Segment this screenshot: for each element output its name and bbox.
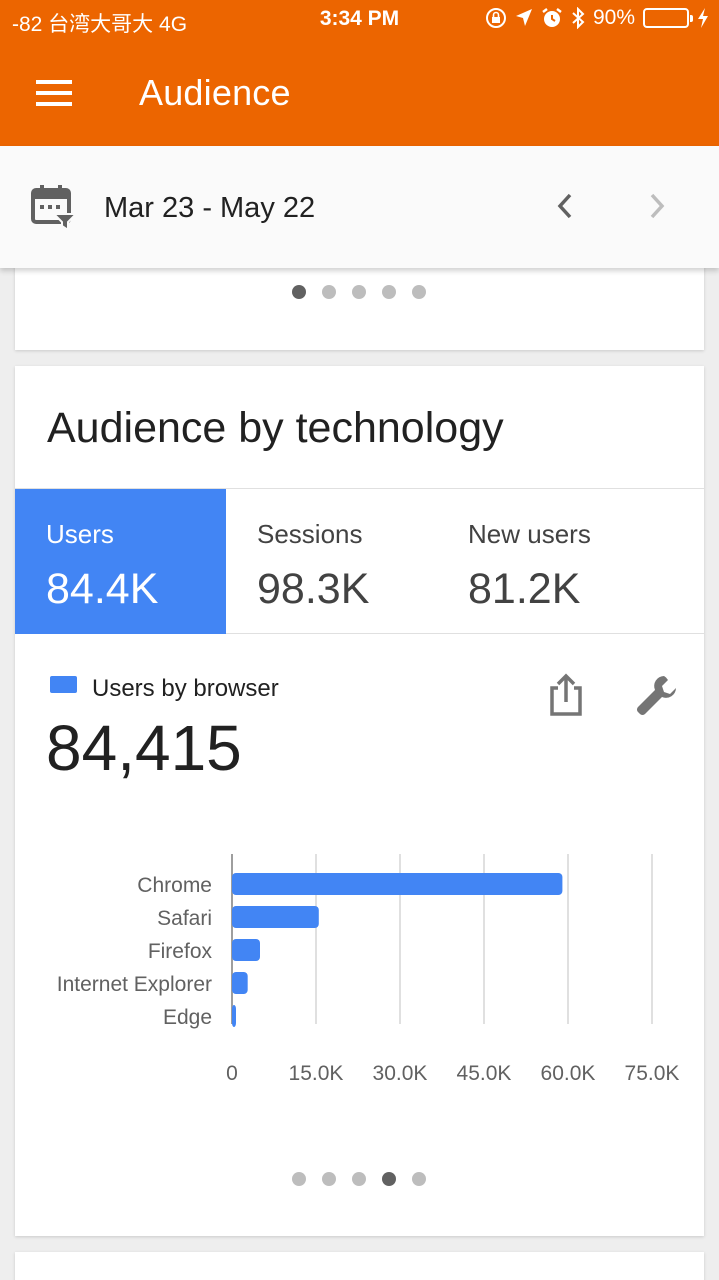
hamburger-menu-icon[interactable] bbox=[36, 80, 72, 106]
metric-label: New users bbox=[468, 519, 591, 549]
orientation-lock-icon bbox=[485, 8, 506, 28]
tab-sessions[interactable]: Sessions 98.3K bbox=[226, 489, 437, 634]
chevron-left-icon[interactable] bbox=[548, 186, 582, 226]
metric-value: 98.3K bbox=[257, 565, 370, 613]
battery-percent: 90% bbox=[592, 6, 635, 29]
wrench-icon[interactable] bbox=[634, 672, 682, 718]
metric-value: 81.2K bbox=[468, 565, 581, 613]
x-tick-label: 0 bbox=[226, 1062, 238, 1085]
bar-edge[interactable] bbox=[232, 1005, 236, 1027]
x-tick-label: 75.0K bbox=[625, 1062, 680, 1085]
page-dot[interactable] bbox=[292, 285, 306, 299]
share-icon[interactable] bbox=[548, 672, 584, 718]
page-dot[interactable] bbox=[292, 1172, 306, 1186]
bluetooth-icon bbox=[572, 7, 585, 29]
metric-tabs: Users 84.4K Sessions 98.3K New users 81.… bbox=[15, 488, 704, 634]
calendar-filter-icon[interactable] bbox=[30, 184, 78, 232]
page-title: Audience bbox=[139, 72, 291, 113]
page-dot[interactable] bbox=[382, 285, 396, 299]
category-label: Chrome bbox=[137, 874, 212, 897]
bar-safari[interactable] bbox=[232, 906, 319, 928]
total-users-value: 84,415 bbox=[46, 712, 242, 784]
x-tick-label: 30.0K bbox=[373, 1062, 428, 1085]
date-range-bar: Mar 23 - May 22 bbox=[0, 146, 719, 268]
date-range-label[interactable]: Mar 23 - May 22 bbox=[104, 192, 316, 224]
x-tick-label: 60.0K bbox=[541, 1062, 596, 1085]
battery-icon bbox=[643, 8, 693, 28]
page-dot[interactable] bbox=[412, 285, 426, 299]
status-bar: -82 台湾大哥大 4G 3:34 PM 90% bbox=[0, 0, 719, 40]
bar-internet-explorer[interactable] bbox=[232, 972, 248, 994]
category-label: Edge bbox=[163, 1006, 212, 1029]
metric-label: Sessions bbox=[257, 519, 363, 549]
metric-label: Users bbox=[46, 519, 114, 549]
page-dot[interactable] bbox=[322, 285, 336, 299]
metric-value: 84.4K bbox=[46, 565, 159, 613]
next-card bbox=[15, 1252, 704, 1280]
legend-swatch bbox=[50, 676, 77, 693]
location-icon bbox=[515, 9, 532, 26]
x-tick-label: 45.0K bbox=[457, 1062, 512, 1085]
carrier-signal: -82 台湾大哥大 4G bbox=[12, 13, 188, 36]
page-indicator[interactable] bbox=[292, 285, 426, 299]
alarm-icon bbox=[542, 8, 562, 27]
users-by-browser-chart: 0 15.0K 30.0K 45.0K 60.0K 75.0K Chrome Safari Fi… bbox=[57, 854, 680, 1085]
tab-users[interactable]: Users 84.4K bbox=[15, 489, 226, 634]
page-indicator[interactable] bbox=[292, 1172, 426, 1186]
category-label: Firefox bbox=[148, 940, 213, 963]
status-icons: 90% bbox=[485, 6, 709, 30]
tab-new-users[interactable]: New users 81.2K bbox=[437, 489, 648, 634]
x-tick-label: 15.0K bbox=[289, 1062, 344, 1085]
card-title: Audience by technology bbox=[47, 404, 504, 452]
category-label: Safari bbox=[157, 907, 212, 930]
page-dot[interactable] bbox=[412, 1172, 426, 1186]
legend-label: Users by browser bbox=[92, 675, 279, 702]
bar-chrome[interactable] bbox=[232, 873, 563, 895]
page-dot[interactable] bbox=[352, 1172, 366, 1186]
page-dot[interactable] bbox=[322, 1172, 336, 1186]
audience-by-technology-card: Audience by technology Users 84.4K Sessi… bbox=[15, 366, 704, 1236]
status-time: 3:34 PM bbox=[319, 7, 400, 30]
bar-firefox[interactable] bbox=[232, 939, 260, 961]
page-dot[interactable] bbox=[352, 285, 366, 299]
page-dot[interactable] bbox=[382, 1172, 396, 1186]
category-label: Internet Explorer bbox=[57, 973, 212, 996]
charging-bolt-icon bbox=[698, 8, 708, 28]
chevron-right-icon[interactable] bbox=[640, 186, 674, 226]
app-header: -82 台湾大哥大 4G 3:34 PM 90% Audience bbox=[0, 0, 719, 146]
